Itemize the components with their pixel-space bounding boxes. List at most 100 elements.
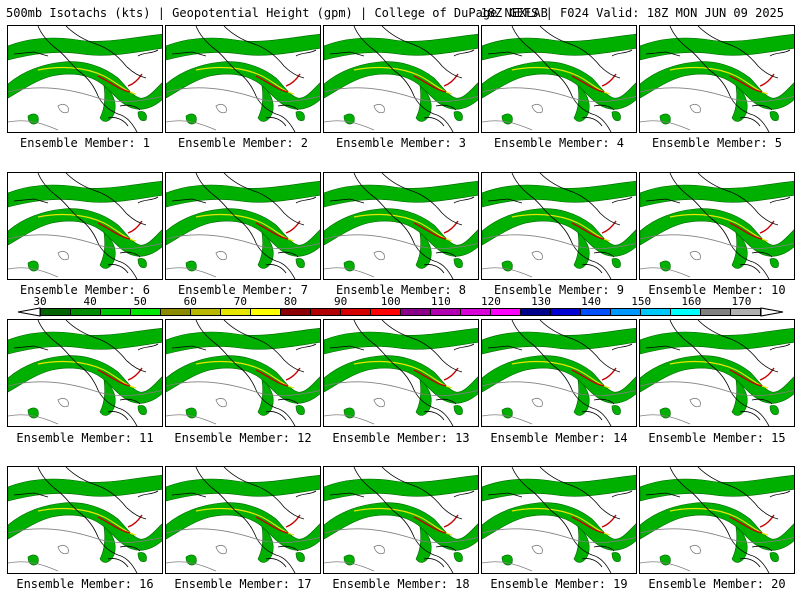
colorbar-swatch [700, 308, 731, 316]
colorbar-tick-label: 60 [183, 295, 197, 308]
map-svg [482, 26, 636, 132]
map-svg [8, 320, 162, 426]
colorbar-swatch [310, 308, 341, 316]
colorbar-swatch [340, 308, 371, 316]
colorbar-tick-label: 40 [83, 295, 97, 308]
ensemble-member-caption: Ensemble Member: 10 [648, 283, 786, 297]
ensemble-member-map [7, 466, 163, 574]
map-svg [640, 467, 794, 573]
ensemble-member-map [481, 25, 637, 133]
ensemble-member-caption: Ensemble Member: 6 [19, 283, 151, 297]
colorbar-swatch [490, 308, 521, 316]
ensemble-member-caption: Ensemble Member: 3 [335, 136, 467, 150]
map-svg [166, 320, 320, 426]
ensemble-member-caption: Ensemble Member: 7 [177, 283, 309, 297]
map-svg [8, 26, 162, 132]
map-svg [324, 320, 478, 426]
ensemble-member-map [165, 172, 321, 280]
colorbar-tick-label: 80 [283, 295, 298, 308]
ensemble-member-caption: Ensemble Member: 5 [651, 136, 783, 150]
colorbar-swatch [550, 308, 581, 316]
ensemble-member-caption: Ensemble Member: 1 [19, 136, 151, 150]
ensemble-member-map [639, 466, 795, 574]
colorbar-tick-label: 170 [731, 295, 752, 308]
map-svg [482, 467, 636, 573]
map-svg [8, 467, 162, 573]
ensemble-member-caption: Ensemble Member: 14 [490, 431, 628, 445]
colorbar-tick-label: 140 [581, 295, 602, 308]
ensemble-member-map [481, 319, 637, 427]
ensemble-member-map [7, 25, 163, 133]
ensemble-member-map [165, 466, 321, 574]
ensemble-member-map [323, 319, 479, 427]
ensemble-member-map [7, 319, 163, 427]
colorbar-swatch [100, 308, 131, 316]
ensemble-member-caption: Ensemble Member: 13 [332, 431, 470, 445]
ensemble-member-map [323, 25, 479, 133]
colorbar-tick-label: 100 [380, 295, 401, 308]
ensemble-member-map [323, 466, 479, 574]
ensemble-member-map [481, 466, 637, 574]
map-svg [640, 26, 794, 132]
colorbar-swatch [130, 308, 161, 316]
colorbar-swatch [220, 308, 251, 316]
ensemble-member-caption: Ensemble Member: 19 [490, 577, 628, 591]
header-valid-time: 18Z GEFS | F024 Valid: 18Z MON JUN 09 20… [480, 6, 784, 20]
colorbar-swatch [250, 308, 281, 316]
ensemble-member-map [165, 319, 321, 427]
ensemble-member-caption: Ensemble Member: 9 [493, 283, 625, 297]
ensemble-member-map [639, 319, 795, 427]
map-svg [166, 26, 320, 132]
colorbar-tick-label: 30 [33, 295, 47, 308]
colorbar-swatch [610, 308, 641, 316]
colorbar-swatch [670, 308, 701, 316]
ensemble-member-caption: Ensemble Member: 16 [16, 577, 154, 591]
colorbar-swatch [400, 308, 431, 316]
map-svg [640, 320, 794, 426]
map-svg [324, 467, 478, 573]
colorbar-swatch [280, 308, 311, 316]
ensemble-member-caption: Ensemble Member: 17 [174, 577, 312, 591]
map-svg [166, 173, 320, 279]
ensemble-member-map [639, 25, 795, 133]
colorbar-swatch [160, 308, 191, 316]
ensemble-member-map [165, 25, 321, 133]
colorbar-swatch [580, 308, 611, 316]
ensemble-member-caption: Ensemble Member: 2 [177, 136, 309, 150]
colorbar-tick-label: 130 [531, 295, 551, 308]
map-svg [8, 173, 162, 279]
map-svg [324, 26, 478, 132]
ensemble-member-caption: Ensemble Member: 15 [648, 431, 786, 445]
colorbar-tick-label: 120 [480, 295, 501, 308]
colorbar-swatch [730, 308, 761, 316]
ensemble-member-map [323, 172, 479, 280]
ensemble-member-caption: Ensemble Member: 8 [335, 283, 467, 297]
colorbar-swatch [460, 308, 491, 316]
colorbar-tick-label: 160 [681, 295, 702, 308]
colorbar-swatch [70, 308, 101, 316]
ensemble-member-map [481, 172, 637, 280]
map-svg [166, 467, 320, 573]
map-svg [324, 173, 478, 279]
colorbar-swatch [370, 308, 401, 316]
colorbar-legend: 30 40 50 60 70 80 90 100 110 120 130 140 150 160 170 [10, 296, 790, 318]
colorbar-swatch [520, 308, 551, 316]
colorbar-tick-label: 90 [333, 295, 348, 308]
ensemble-member-caption: Ensemble Member: 11 [16, 431, 154, 445]
ensemble-member-caption: Ensemble Member: 4 [493, 136, 625, 150]
map-svg [640, 173, 794, 279]
colorbar-tick-label: 50 [133, 295, 147, 308]
ensemble-member-map [639, 172, 795, 280]
map-svg [482, 320, 636, 426]
map-svg [482, 173, 636, 279]
colorbar-tick-label: 150 [631, 295, 652, 308]
colorbar-swatch [430, 308, 461, 316]
ensemble-member-caption: Ensemble Member: 18 [332, 577, 470, 591]
ensemble-member-caption: Ensemble Member: 12 [174, 431, 312, 445]
colorbar-swatch [640, 308, 671, 316]
colorbar-swatch [190, 308, 221, 316]
colorbar-tick-label: 70 [233, 295, 248, 308]
colorbar-swatch [40, 308, 71, 316]
map-header: 500mb Isotachs (kts) | Geopotential Heig… [6, 5, 796, 21]
ensemble-member-map [7, 172, 163, 280]
